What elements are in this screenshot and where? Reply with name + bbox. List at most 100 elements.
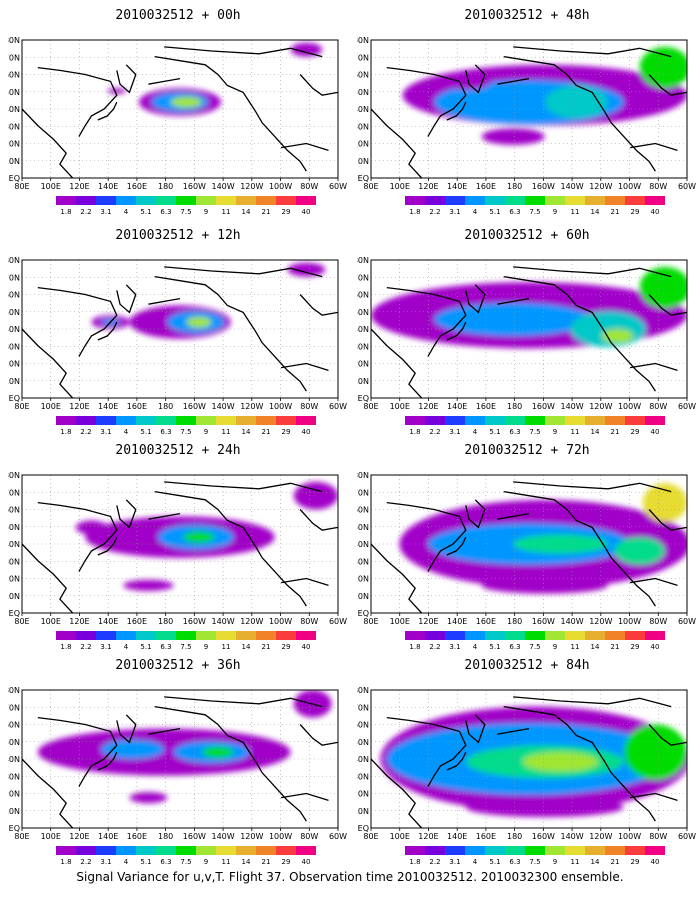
- colorbar-swatch: [625, 631, 645, 640]
- lat-tick-label: 30N: [357, 557, 369, 566]
- colorbar-label: 1.8: [60, 643, 71, 650]
- lon-tick-label: 60W: [329, 182, 347, 191]
- lon-tick-label: 60W: [678, 402, 696, 411]
- lat-tick-label: 70N: [8, 273, 20, 282]
- colorbar-swatch: [136, 846, 156, 855]
- map-panel: 2010032512 + 24h 80E 100E 120E 140E 160E 180 16…: [8, 435, 348, 650]
- coastline: [446, 536, 467, 556]
- colorbar-label: 1.8: [409, 643, 420, 650]
- lon-tick-label: 120W: [589, 402, 612, 411]
- colorbar-swatch: [116, 631, 136, 640]
- coastline: [37, 66, 118, 137]
- colorbar-swatch: [116, 196, 136, 205]
- lat-tick-label: 40N: [357, 755, 369, 764]
- colorbar-label: 2.2: [80, 428, 91, 435]
- colorbar-label: 3.1: [100, 428, 111, 435]
- lon-tick-label: 140W: [560, 832, 583, 841]
- coastline: [97, 536, 118, 556]
- colorbar-label: 5.1: [140, 643, 151, 650]
- lat-tick-label: EQ: [358, 824, 369, 833]
- lat-tick-label: 10N: [8, 377, 20, 386]
- colorbar-label: 14: [242, 858, 251, 865]
- coastline: [497, 77, 530, 85]
- lat-tick-label: 80N: [8, 36, 20, 45]
- lon-tick-label: 120W: [589, 617, 612, 626]
- map-figure: 80E 100E 120E 140E 160E 180 160W 140W 120W 100W 80…: [357, 256, 696, 435]
- colorbar-swatch: [485, 846, 505, 855]
- lon-tick-label: 140W: [560, 617, 583, 626]
- coastline: [97, 751, 118, 771]
- lat-tick-label: 10N: [357, 377, 369, 386]
- panel-title: 2010032512 + 36h: [115, 658, 241, 673]
- colorbar-label: 40: [302, 858, 311, 865]
- colorbar-swatch: [116, 416, 136, 425]
- coastline: [513, 696, 672, 708]
- variance-region: [513, 534, 608, 554]
- lat-tick-label: 70N: [357, 273, 369, 282]
- colorbar-label: 5.1: [489, 643, 500, 650]
- colorbar-label: 21: [611, 858, 620, 865]
- colorbar-label: 5.1: [489, 208, 500, 215]
- colorbar-label: 21: [611, 208, 620, 215]
- coastline: [116, 499, 137, 529]
- variance-region: [642, 483, 687, 522]
- colorbar-swatch: [256, 846, 276, 855]
- colorbar-swatch: [236, 631, 256, 640]
- colorbar-swatch: [296, 631, 316, 640]
- coastline: [446, 751, 467, 771]
- colorbar-label: 3.1: [100, 208, 111, 215]
- lat-tick-label: EQ: [358, 609, 369, 618]
- coastline: [503, 55, 656, 172]
- colorbar-swatch: [585, 631, 605, 640]
- colorbar-swatch: [236, 416, 256, 425]
- colorbar-swatch: [296, 416, 316, 425]
- colorbar-swatch: [96, 416, 116, 425]
- coastline: [648, 294, 687, 316]
- lon-tick-label: 80W: [649, 832, 667, 841]
- coastline: [280, 142, 329, 152]
- colorbar-label: 14: [591, 208, 600, 215]
- lon-tick-label: 100W: [618, 402, 641, 411]
- colorbar-label: 6.3: [509, 643, 520, 650]
- lon-tick-label: 120E: [69, 832, 89, 841]
- lon-tick-label: 120E: [418, 402, 438, 411]
- lat-tick-label: 50N: [8, 738, 20, 747]
- variance-region: [202, 746, 234, 758]
- colorbar-label: 29: [631, 428, 640, 435]
- colorbar-label: 6.3: [509, 858, 520, 865]
- colorbar-swatch: [605, 196, 625, 205]
- colorbar-swatch: [505, 631, 525, 640]
- variance-region: [287, 262, 326, 277]
- colorbar-label: 5.1: [140, 858, 151, 865]
- colorbar-swatch: [445, 196, 465, 205]
- lon-tick-label: 120E: [69, 617, 89, 626]
- colorbar-label: 29: [631, 208, 640, 215]
- colorbar-swatch: [465, 196, 485, 205]
- colorbar-swatch: [425, 631, 445, 640]
- colorbar-swatch: [276, 846, 296, 855]
- lat-tick-label: 30N: [8, 557, 20, 566]
- coastline: [299, 724, 338, 746]
- coastline: [22, 328, 74, 398]
- lat-tick-label: 40N: [357, 540, 369, 549]
- lat-tick-label: 70N: [8, 53, 20, 62]
- coastline: [629, 792, 678, 802]
- lon-tick-label: 100E: [41, 182, 61, 191]
- colorbar-swatch: [116, 846, 136, 855]
- colorbar-swatch: [216, 416, 236, 425]
- coastline: [386, 716, 467, 787]
- panel-title: 2010032512 + 12h: [115, 228, 241, 243]
- colorbar-label: 2.2: [80, 643, 91, 650]
- coastline: [22, 108, 74, 178]
- colorbar-swatch: [256, 416, 276, 425]
- colorbar-label: 4: [124, 643, 129, 650]
- lat-tick-label: 50N: [357, 88, 369, 97]
- colorbar-label: 11: [571, 428, 580, 435]
- lon-tick-label: 160E: [476, 402, 496, 411]
- colorbar-swatch: [216, 196, 236, 205]
- lon-tick-label: 120W: [240, 402, 263, 411]
- colorbar-swatch: [196, 416, 216, 425]
- coastline: [465, 284, 486, 314]
- colorbar-label: 11: [222, 208, 231, 215]
- colorbar-swatch: [505, 846, 525, 855]
